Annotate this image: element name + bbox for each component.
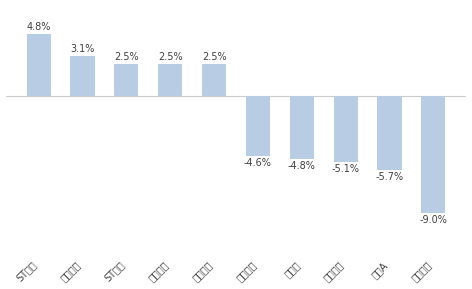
Bar [70, 56, 94, 96]
Bar [114, 64, 138, 96]
Bar [158, 64, 182, 96]
Text: -4.8%: -4.8% [288, 160, 316, 171]
Bar [421, 96, 446, 213]
Bar [334, 96, 358, 162]
Text: -5.1%: -5.1% [332, 164, 360, 174]
Text: 2.5%: 2.5% [114, 52, 139, 62]
Text: 4.8%: 4.8% [26, 22, 51, 32]
Bar [26, 34, 51, 96]
Bar [246, 96, 270, 156]
Bar [378, 96, 402, 170]
Text: -9.0%: -9.0% [420, 215, 447, 225]
Text: 2.5%: 2.5% [202, 52, 227, 62]
Bar [290, 96, 314, 159]
Bar [202, 64, 226, 96]
Text: 2.5%: 2.5% [158, 52, 183, 62]
Text: -4.6%: -4.6% [244, 158, 272, 168]
Text: -5.7%: -5.7% [376, 172, 404, 182]
Text: 3.1%: 3.1% [70, 44, 94, 54]
